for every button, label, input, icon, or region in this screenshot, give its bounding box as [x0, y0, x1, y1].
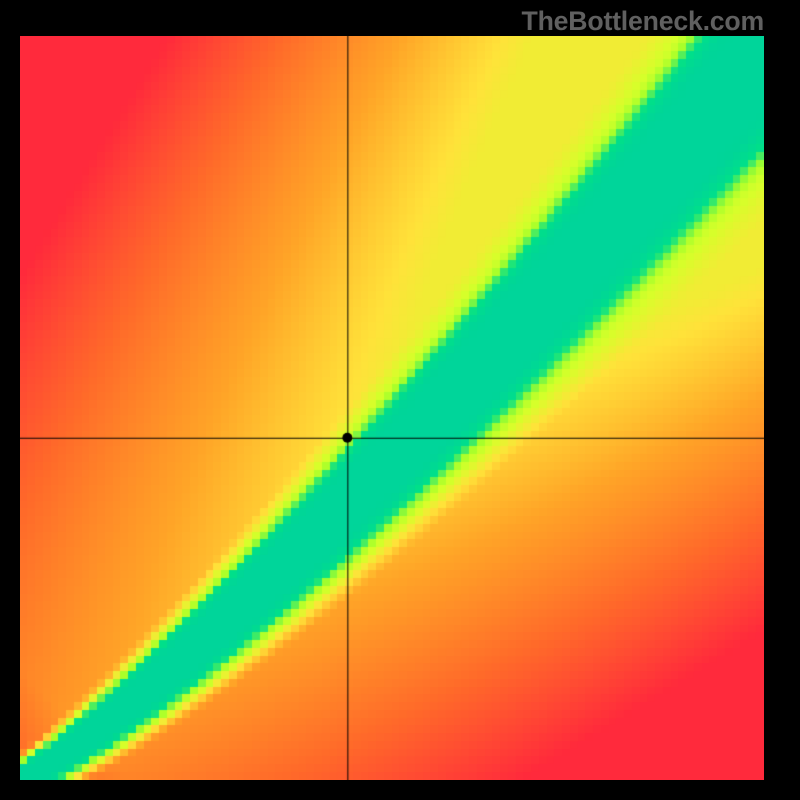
stage: TheBottleneck.com — [0, 0, 800, 800]
watermark-text: TheBottleneck.com — [522, 6, 764, 37]
bottleneck-heatmap — [20, 36, 764, 780]
